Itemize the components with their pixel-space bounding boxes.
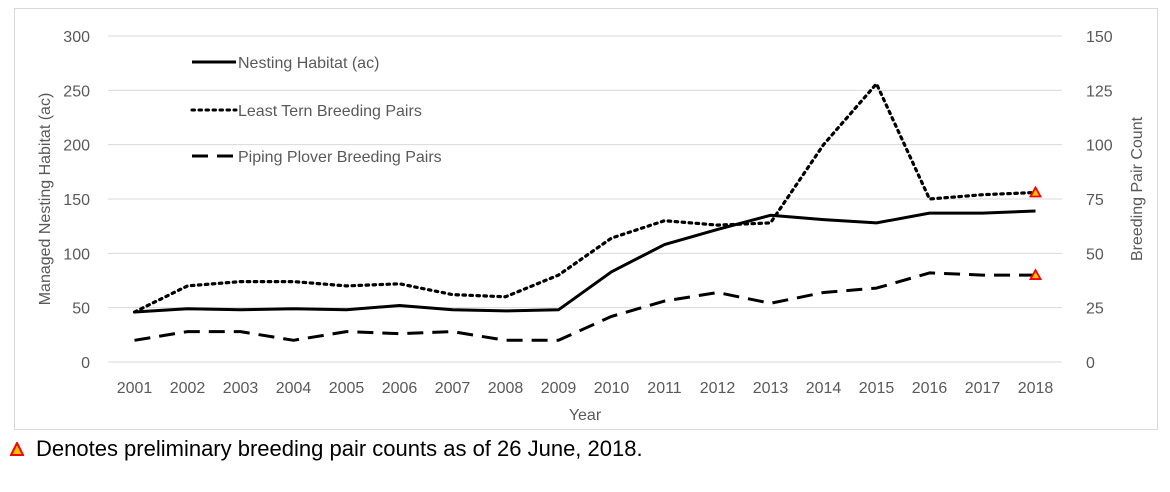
- legend-label: Least Tern Breeding Pairs: [238, 103, 422, 120]
- preliminary-marker: [1028, 268, 1043, 280]
- series-line-dotted: [132, 82, 1038, 314]
- right-tick-label: 100: [1086, 138, 1113, 155]
- x-tick-label: 2014: [806, 380, 842, 397]
- legend-label: Nesting Habitat (ac): [238, 55, 379, 72]
- x-tick-label: 2017: [965, 380, 1001, 397]
- right-tick-label: 150: [1086, 29, 1113, 46]
- x-tick-label: 2006: [382, 380, 418, 397]
- preliminary-marker: [1028, 185, 1043, 198]
- right-tick-label: 25: [1086, 301, 1104, 318]
- right-tick-label: 0: [1086, 355, 1095, 372]
- left-tick-label: 300: [63, 29, 90, 46]
- left-tick-label: 200: [63, 138, 90, 155]
- x-tick-label: 2018: [1018, 380, 1054, 397]
- left-tick-label: 150: [63, 192, 90, 209]
- left-axis-title: Managed Nesting Habitat (ac): [37, 93, 54, 306]
- x-tick-label: 2001: [117, 380, 153, 397]
- left-tick-label: 0: [81, 355, 90, 372]
- x-tick-label: 2016: [912, 380, 948, 397]
- line-chart: 0 50 100 150 200 250 300 0 25 50 75 100 125 150 2001…: [37, 29, 1146, 424]
- left-axis-ticks: 0 50 100 150 200 250 300: [63, 29, 90, 372]
- x-tick-label: 2008: [488, 380, 524, 397]
- x-tick-label: 2003: [223, 380, 259, 397]
- legend-label: Piping Plover Breeding Pairs: [238, 149, 442, 166]
- preliminary-marker-icon: [10, 442, 24, 456]
- chart-frame: [14, 8, 1158, 430]
- x-tick-label: 2007: [435, 380, 471, 397]
- x-tick-label: 2015: [859, 380, 895, 397]
- gridlines: [108, 35, 1062, 363]
- right-tick-label: 125: [1086, 83, 1113, 100]
- x-tick-label: 2013: [753, 380, 789, 397]
- preliminary-markers: [1028, 185, 1043, 280]
- x-axis-title: Year: [569, 407, 602, 424]
- series-line-solid: [134, 209, 1036, 314]
- x-tick-label: 2011: [647, 380, 682, 397]
- x-tick-label: 2002: [170, 380, 206, 397]
- right-axis-ticks: 0 25 50 75 100 125 150: [1086, 29, 1113, 372]
- footnote-text: Denotes preliminary breeding pair counts…: [36, 436, 643, 461]
- x-tick-label: 2009: [541, 380, 577, 397]
- series-line-dashed: [134, 271, 1036, 342]
- right-tick-label: 75: [1086, 192, 1104, 209]
- legend: Nesting Habitat (ac) Least Tern Breeding …: [190, 55, 442, 166]
- x-tick-label: 2010: [594, 380, 630, 397]
- x-tick-label: 2005: [329, 380, 365, 397]
- x-tick-label: 2004: [276, 380, 312, 397]
- footnote: Denotes preliminary breeding pair counts…: [10, 436, 643, 462]
- left-tick-label: 50: [72, 301, 90, 318]
- right-axis-title: Breeding Pair Count: [1129, 116, 1146, 261]
- left-tick-label: 250: [63, 83, 90, 100]
- x-tick-label: 2012: [700, 380, 736, 397]
- series-lines: [132, 82, 1038, 342]
- right-tick-label: 50: [1086, 246, 1104, 263]
- x-axis-ticks: 2001 2002 2003 2004 2005 2006 2007 2008 2009 2010…: [117, 380, 1054, 397]
- left-tick-label: 100: [63, 246, 90, 263]
